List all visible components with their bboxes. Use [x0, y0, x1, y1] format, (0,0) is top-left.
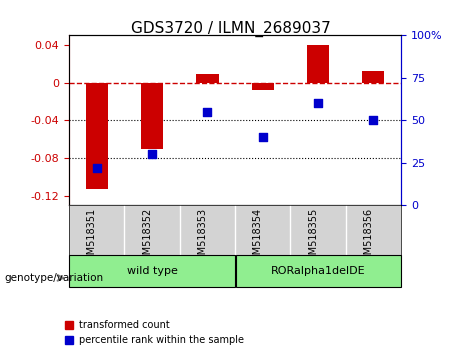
- Point: [93, 165, 100, 171]
- Text: GDS3720 / ILMN_2689037: GDS3720 / ILMN_2689037: [130, 21, 331, 38]
- Point: [148, 152, 156, 157]
- Bar: [86, 82, 108, 189]
- Text: GSM518351: GSM518351: [87, 208, 97, 267]
- Text: GSM518351: GSM518351: [87, 208, 97, 267]
- Point: [204, 109, 211, 115]
- Text: wild type: wild type: [127, 266, 177, 276]
- Point: [314, 101, 322, 106]
- Text: genotype/variation: genotype/variation: [5, 273, 104, 283]
- Text: RORalpha1delDE: RORalpha1delDE: [272, 266, 366, 276]
- Text: GSM518352: GSM518352: [142, 208, 152, 267]
- Text: GSM518353: GSM518353: [197, 208, 207, 267]
- Point: [259, 135, 266, 140]
- Legend: transformed count, percentile rank within the sample: transformed count, percentile rank withi…: [60, 316, 248, 349]
- Text: GSM518354: GSM518354: [253, 208, 263, 267]
- Text: GSM518352: GSM518352: [142, 208, 152, 267]
- Text: GSM518356: GSM518356: [363, 208, 373, 267]
- Bar: [236, 255, 401, 287]
- Bar: [362, 71, 384, 82]
- Text: GSM518355: GSM518355: [308, 208, 318, 267]
- Text: GSM518354: GSM518354: [253, 208, 263, 267]
- Bar: [69, 255, 235, 287]
- Bar: [141, 82, 163, 149]
- Bar: [307, 45, 329, 82]
- Point: [370, 118, 377, 123]
- Bar: [196, 74, 219, 82]
- Bar: [252, 82, 274, 90]
- Text: GSM518355: GSM518355: [308, 208, 318, 267]
- Text: GSM518353: GSM518353: [197, 208, 207, 267]
- Text: GSM518356: GSM518356: [363, 208, 373, 267]
